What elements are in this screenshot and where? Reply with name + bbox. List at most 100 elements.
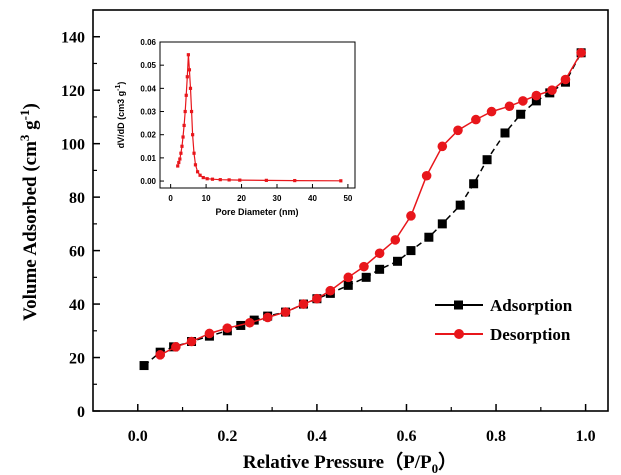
desorption-point (504, 101, 515, 112)
y-tick-label: 120 (61, 83, 85, 100)
desorption-point (471, 114, 481, 125)
desorption-point (359, 261, 369, 272)
desorption-point (547, 85, 557, 95)
inset-y-tick-label: 0.03 (140, 108, 156, 117)
pore-distribution-point (264, 178, 268, 182)
legend: Adsorption Desorption (435, 296, 573, 344)
inset-x-tick-label: 40 (308, 194, 317, 203)
desorption-point (390, 235, 401, 245)
y-tick-label: 40 (69, 297, 85, 314)
pore-distribution-point (185, 75, 189, 79)
main-plot-frame (92, 9, 609, 412)
pore-distribution-point (227, 178, 231, 182)
inset-x-tick-label: 50 (343, 194, 352, 203)
pore-distribution-point (184, 93, 188, 97)
adsorption-line (143, 52, 582, 367)
pore-distribution-point (201, 175, 205, 180)
desorption-point (453, 125, 463, 136)
inset-y-tick-label: 0.04 (140, 84, 156, 93)
pore-distribution-point (178, 157, 182, 161)
desorption-point (406, 211, 416, 221)
desorption-point (486, 106, 497, 117)
inset-plot-frame (159, 41, 356, 189)
desorption-point (262, 312, 273, 323)
desorption-point (155, 350, 165, 360)
pore-distribution-point (198, 173, 202, 177)
adsorption-point (249, 315, 259, 325)
desorption-point (560, 74, 571, 85)
pore-distribution-point (186, 53, 190, 57)
pore-distribution-point (181, 135, 185, 139)
legend-adsorption-label: Adsorption (490, 296, 573, 315)
pore-distribution-point (188, 86, 193, 90)
inset-y-tick-label: 0.02 (140, 131, 156, 140)
desorption-point (531, 90, 542, 101)
pore-distribution-point (238, 178, 242, 182)
pore-distribution-point (179, 151, 183, 155)
x-tick-label: 1.0 (576, 428, 596, 445)
pore-distribution-point (339, 179, 343, 183)
adsorption-point (375, 264, 385, 274)
adsorption-point (424, 232, 434, 242)
y-tick-label: 140 (61, 30, 85, 47)
desorption-point (312, 293, 322, 304)
main-series (139, 47, 586, 371)
pore-distribution-point (187, 68, 192, 72)
pore-distribution-point (218, 178, 222, 182)
desorption-point (280, 307, 291, 317)
x-tick-label: 0.4 (307, 428, 327, 445)
adsorption-point (343, 280, 353, 290)
x-tick-label: 0.8 (486, 428, 506, 445)
x-tick-label: 0.2 (217, 428, 237, 445)
inset-y-tick-label: 0.05 (140, 61, 156, 70)
y-tick-label: 0 (77, 404, 85, 421)
pore-distribution-point (293, 178, 297, 183)
x-tick-label: 0.0 (128, 428, 148, 445)
adsorption-point (139, 361, 149, 371)
pore-distribution-point (189, 109, 194, 114)
adsorption-point (516, 109, 526, 119)
pore-distribution-point (210, 177, 215, 181)
inset-axes: 0 10 20 30 40 50 0.00 0.01 0.02 0.03 0.04 0.05 0.06 (140, 38, 352, 203)
x-axis-title: Relative Pressure（P/P0） (243, 450, 457, 475)
desorption-point (343, 272, 354, 283)
y-tick-label: 80 (69, 190, 85, 207)
desorption-point (374, 248, 385, 259)
y-axis-title: Volume Adsorbed (cm3 g-1) (17, 103, 41, 321)
adsorption-point (500, 128, 510, 138)
pore-distribution-point (183, 109, 187, 114)
pore-distribution-line (177, 54, 341, 182)
inset-x-tick-label: 20 (237, 194, 246, 203)
inset-y-tick-label: 0.06 (140, 38, 156, 47)
pore-distribution-point (180, 144, 184, 148)
desorption-point (437, 141, 448, 152)
legend-desorption-marker (454, 329, 464, 339)
pore-distribution-point (193, 163, 198, 167)
pore-distribution-point (177, 160, 181, 165)
adsorption-point (469, 179, 479, 189)
x-tick-label: 0.6 (396, 428, 416, 445)
desorption-point (421, 170, 432, 181)
desorption-point (325, 285, 336, 296)
pore-distribution-point (182, 123, 186, 128)
desorption-point (222, 323, 233, 333)
adsorption-point (393, 256, 403, 266)
y-tick-label: 100 (61, 137, 85, 154)
inset-x-tick-label: 10 (202, 194, 211, 203)
desorption-point (518, 96, 528, 106)
adsorption-point (361, 272, 371, 282)
adsorption-point (531, 96, 541, 106)
pore-distribution-point (191, 133, 195, 137)
desorption-point (204, 328, 215, 339)
desorption-point (576, 47, 586, 58)
pore-distribution-point (195, 170, 200, 174)
inset-pore-size-chart: 0 10 20 30 40 500.000.010.020.030.040.050.06 … (115, 38, 356, 217)
desorption-point (171, 342, 181, 352)
desorption-point (186, 336, 197, 347)
inset-x-tick-label: 30 (273, 194, 282, 203)
legend-desorption-label: Desorption (490, 325, 571, 344)
pore-distribution-point (176, 164, 180, 168)
desorption-point (244, 317, 255, 328)
